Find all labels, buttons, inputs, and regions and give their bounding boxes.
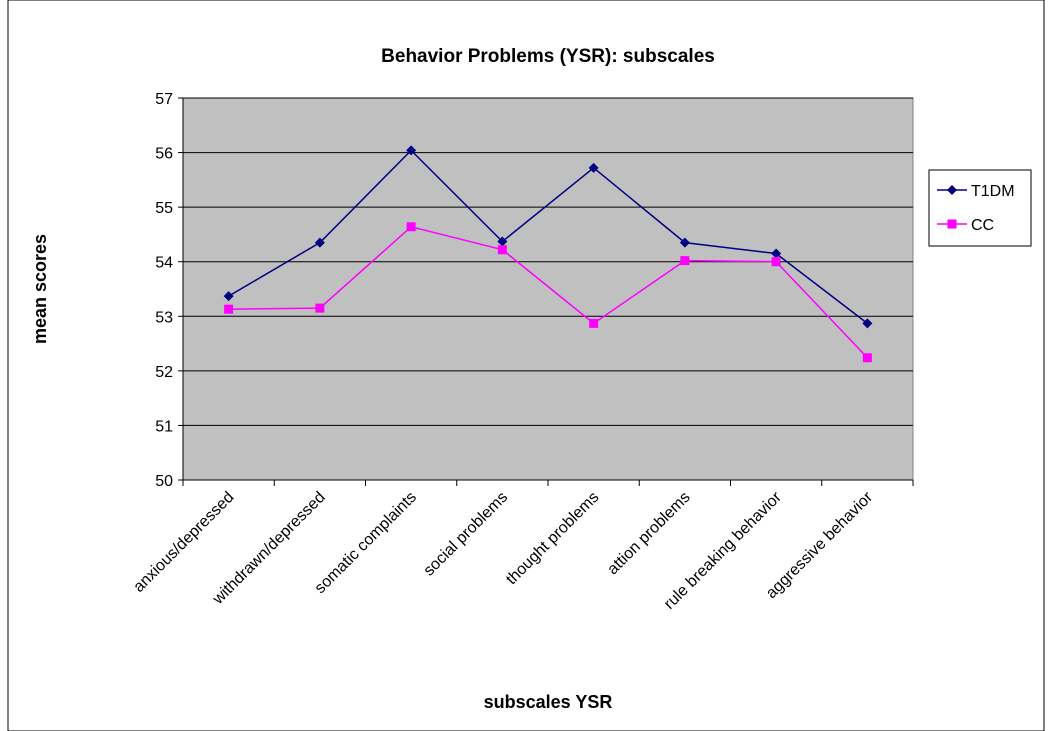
legend xyxy=(928,169,1032,247)
data-point xyxy=(223,291,234,302)
data-point xyxy=(497,245,507,255)
y-tick-label: 52 xyxy=(155,364,173,381)
data-point xyxy=(314,237,325,248)
data-point xyxy=(862,353,872,363)
data-point xyxy=(679,237,690,248)
series-line xyxy=(228,149,868,324)
data-point xyxy=(589,318,599,328)
plot-area xyxy=(182,97,914,481)
legend-marker xyxy=(947,185,957,195)
data-point xyxy=(862,318,873,329)
y-tick-label: 57 xyxy=(155,91,173,108)
data-point xyxy=(406,222,416,232)
data-point xyxy=(315,303,325,313)
legend-label: CC xyxy=(971,217,994,234)
y-tick-label: 51 xyxy=(155,418,173,435)
y-tick-label: 56 xyxy=(155,146,173,163)
legend-label: T1DM xyxy=(971,183,1015,200)
data-point xyxy=(680,256,690,266)
series-line xyxy=(228,225,868,359)
x-axis-title: subscales YSR xyxy=(484,692,613,712)
y-tick-label: 50 xyxy=(155,473,173,490)
data-point xyxy=(588,162,599,173)
y-axis-title: mean scores xyxy=(30,234,50,344)
data-point xyxy=(224,304,234,314)
data-point xyxy=(406,145,417,156)
data-point xyxy=(497,236,508,247)
data-point xyxy=(771,257,781,267)
y-tick-label: 53 xyxy=(155,309,173,326)
data-point xyxy=(771,248,782,259)
y-tick-label: 54 xyxy=(155,255,173,272)
legend-marker xyxy=(947,219,957,229)
y-tick-label: 55 xyxy=(155,200,173,217)
chart-title: Behavior Problems (YSR): subscales xyxy=(381,46,715,67)
